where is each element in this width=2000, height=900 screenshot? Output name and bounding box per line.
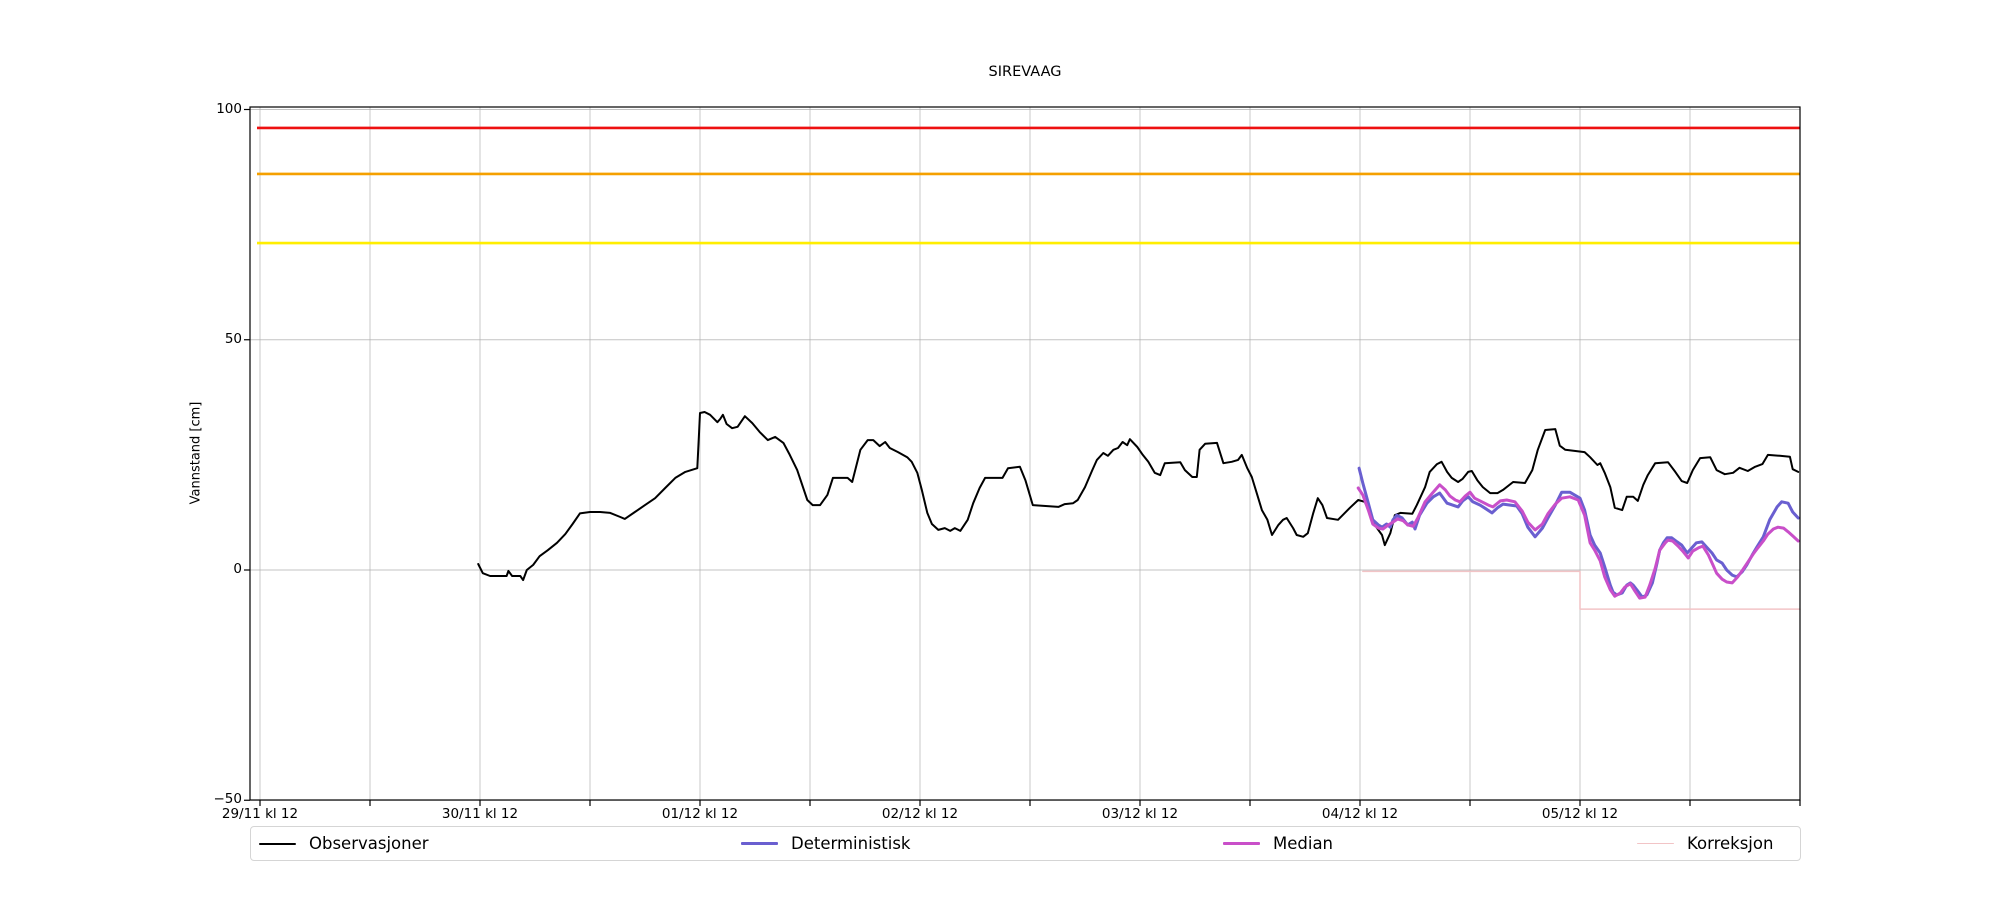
legend: Observasjoner Deterministisk Median Korreks… [250, 826, 1801, 861]
x-tick-label: 02/12 kl 12 [881, 806, 959, 822]
legend-label: Median [1273, 834, 1334, 853]
legend-label: Deterministisk [791, 834, 911, 853]
series-line-korreksjon [1362, 570, 1801, 610]
legend-line-swatch [1637, 843, 1674, 844]
axes-frame [249, 106, 1801, 801]
chart-title: SIREVAAG [988, 64, 1062, 80]
y-tick-label: 100 [216, 100, 242, 117]
legend-line-swatch [741, 842, 778, 845]
x-tick-label: 29/11 kl 12 [221, 806, 299, 822]
series-line-median [1356, 483, 1800, 600]
legend-line-swatch [259, 842, 296, 845]
y-tick-label: −50 [213, 791, 243, 808]
x-tick-label: 01/12 kl 12 [661, 806, 739, 822]
legend-item-median: Median [1223, 827, 1333, 860]
y-tick-label: 50 [224, 330, 242, 347]
legend-line-swatch [1223, 842, 1260, 845]
legend-item-deterministisk: Deterministisk [741, 827, 910, 860]
legend-item-korreksjon: Korreksjon [1637, 827, 1773, 860]
legend-item-observasjoner: Observasjoner [259, 827, 429, 860]
x-tick-label: 05/12 kl 12 [1541, 806, 1619, 822]
x-tick-label: 03/12 kl 12 [1101, 806, 1179, 822]
x-tick-label: 30/11 kl 12 [441, 806, 519, 822]
legend-label: Observasjoner [309, 834, 429, 853]
series-line-observasjoner [477, 411, 1800, 582]
y-tick-label: 0 [233, 561, 242, 577]
x-tick-label: 04/12 kl 12 [1321, 806, 1399, 822]
legend-label: Korreksjon [1687, 834, 1774, 853]
